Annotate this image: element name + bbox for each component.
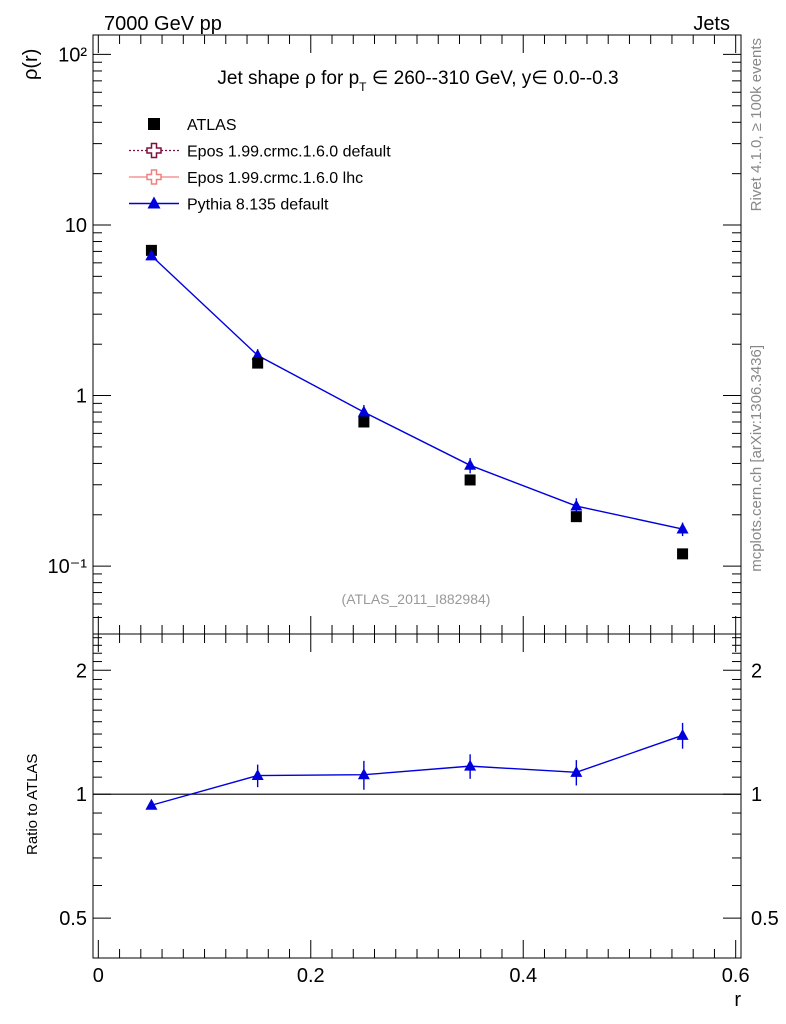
energy-label: 7000 GeV pp	[104, 13, 222, 35]
ratio-point	[464, 759, 477, 771]
ratio-axis-ticks: 0.5 0.5 1 1 2 2 0 0.2 0.4 0.6	[59, 634, 779, 987]
legend-label: Epos 1.99.crmc.1.6.0 lhc	[187, 170, 363, 187]
legend-label: ATLAS	[187, 117, 237, 134]
pythia-point	[676, 522, 689, 534]
ratio-y-tick-label-right: 2	[751, 660, 762, 682]
atlas-point	[252, 357, 264, 369]
legend-cross-marker	[146, 169, 162, 185]
ratio-data-marks	[93, 722, 741, 810]
atlas-point	[464, 474, 476, 486]
pythia-point-overlay	[145, 249, 158, 261]
plot-title: Jet shape ρ for pT ∈ 260--310 GeV, y∈ 0.…	[217, 68, 618, 94]
main-axis-ticks: 10⁻¹ 1 10 10²	[48, 35, 741, 634]
legend-entry: Epos 1.99.crmc.1.6.0 lhc	[129, 169, 363, 187]
pythia-point	[251, 348, 264, 360]
atlas-point	[358, 416, 370, 428]
atlas-point	[570, 511, 582, 523]
x-axis-label: r	[734, 989, 741, 1011]
pythia-point	[570, 499, 583, 511]
ratio-point	[570, 765, 583, 777]
ratio-line	[151, 734, 683, 806]
ratio-y-tick-label-right: 0.5	[751, 908, 779, 930]
legend-triangle-marker	[147, 196, 161, 209]
ratio-y-tick-label: 0.5	[59, 908, 87, 930]
y-tick-label: 1	[76, 386, 87, 408]
x-tick-label: 0.4	[509, 965, 537, 987]
legend-entry: ATLAS	[148, 117, 237, 134]
legend-cross-marker	[146, 142, 162, 159]
ratio-frame	[92, 633, 742, 959]
main-plot-panel: 10⁻¹ 1 10 10² Jet shape ρ for pT ∈ 260--310…	[20, 34, 742, 635]
atlas-point	[677, 548, 689, 560]
ratio-point	[145, 798, 158, 810]
ratio-y-axis-label: Ratio to ATLAS	[24, 754, 41, 855]
ratio-point	[251, 769, 264, 781]
ratio-y-tick-label: 1	[76, 784, 87, 806]
x-tick-label: 0	[93, 965, 104, 987]
x-tick-label: 0.6	[722, 965, 750, 987]
y-tick-label: 10	[65, 215, 87, 237]
legend-square-marker	[148, 118, 160, 130]
rivet-label: Rivet 4.1.0, ≥ 100k events	[748, 38, 765, 211]
analysis-label: (ATLAS_2011_I882984)	[342, 591, 491, 607]
main-data-marks	[145, 244, 689, 560]
pythia-point	[464, 458, 477, 470]
y-tick-label: 10²	[58, 44, 87, 66]
legend-entry: Epos 1.99.crmc.1.6.0 default	[129, 142, 391, 161]
legend-entry: Pythia 8.135 default	[129, 196, 329, 214]
ratio-point	[676, 728, 689, 740]
pythia-point	[357, 405, 370, 417]
y-tick-label: 10⁻¹	[48, 556, 88, 578]
ratio-y-tick-label: 2	[76, 660, 87, 682]
ratio-y-tick-label-right: 1	[751, 784, 762, 806]
process-label: Jets	[693, 13, 730, 35]
legend-label: Pythia 8.135 default	[187, 197, 329, 214]
legend: ATLAS Epos 1.99.crmc.1.6.0 default Epos 1.…	[129, 117, 391, 214]
y-axis-label: ρ(r)	[20, 49, 42, 80]
ratio-point	[357, 768, 370, 780]
legend-label: Epos 1.99.crmc.1.6.0 default	[187, 144, 391, 161]
x-tick-label: 0.2	[297, 965, 325, 987]
pythia-line	[150, 255, 683, 530]
mcplots-label: mcplots.cern.ch [arXiv:1306.3436]	[748, 345, 765, 572]
ratio-plot-panel: 0.5 0.5 1 1 2 2 0 0.2 0.4 0.6 Ratio to ATLAS r	[24, 633, 779, 1011]
